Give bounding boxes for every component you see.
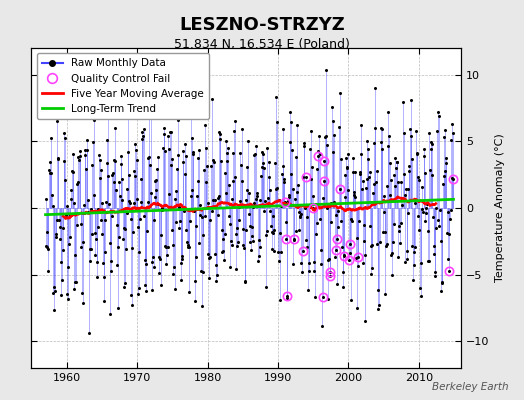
Text: Berkeley Earth: Berkeley Earth <box>432 382 508 392</box>
Legend: Raw Monthly Data, Quality Control Fail, Five Year Moving Average, Long-Term Tren: Raw Monthly Data, Quality Control Fail, … <box>37 53 209 119</box>
Y-axis label: Temperature Anomaly (°C): Temperature Anomaly (°C) <box>495 134 505 282</box>
Text: 51.834 N, 16.534 E (Poland): 51.834 N, 16.534 E (Poland) <box>174 38 350 51</box>
Text: LESZNO-STRZYZ: LESZNO-STRZYZ <box>179 16 345 34</box>
